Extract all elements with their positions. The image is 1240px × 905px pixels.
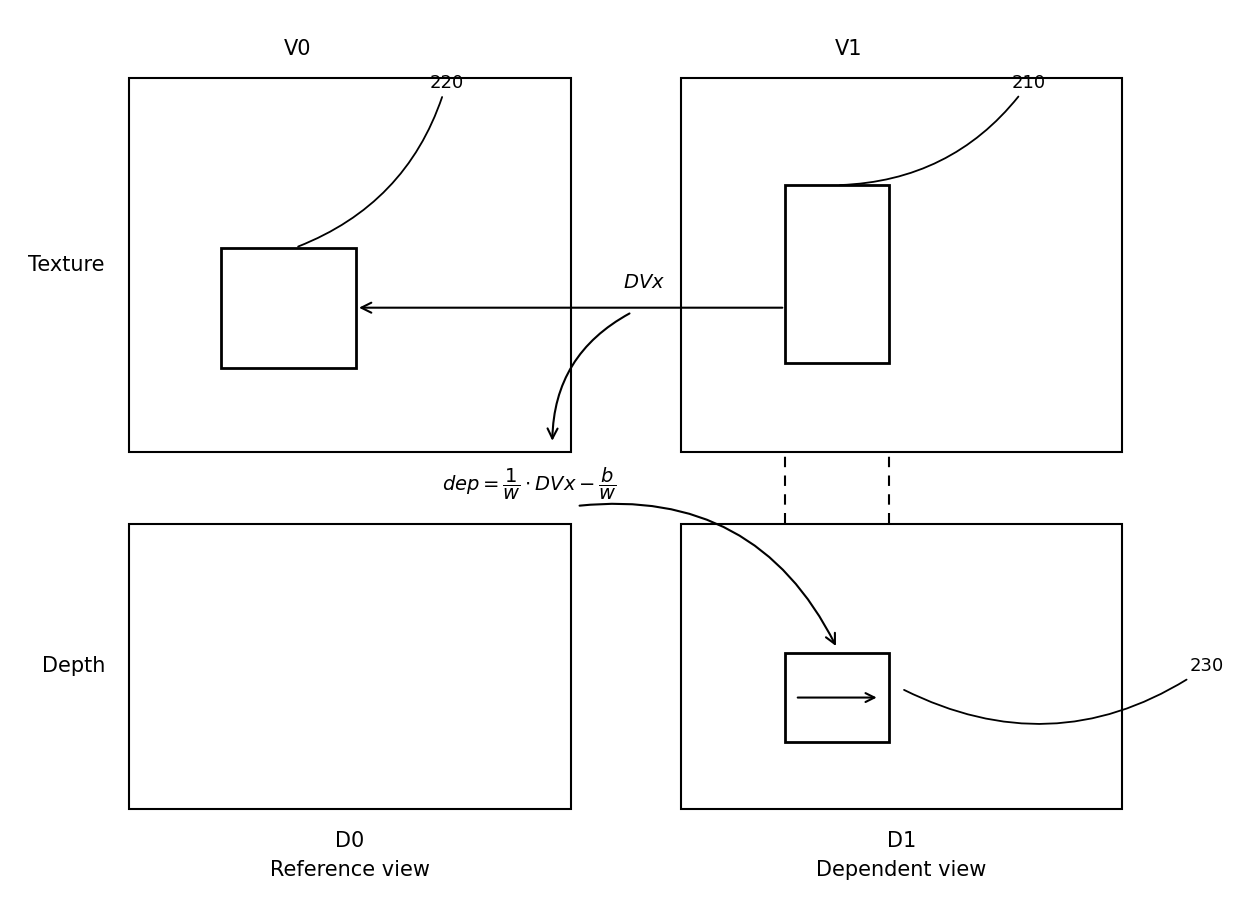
Text: Reference view: Reference view — [270, 861, 430, 881]
Text: Dependent view: Dependent view — [816, 861, 987, 881]
Bar — [785, 186, 889, 364]
Text: V0: V0 — [284, 39, 311, 59]
Bar — [681, 524, 1122, 809]
Text: D1: D1 — [887, 831, 916, 852]
Text: $DVx$: $DVx$ — [624, 272, 665, 291]
Bar — [785, 653, 889, 742]
Text: Texture: Texture — [29, 255, 105, 275]
Text: V1: V1 — [835, 39, 862, 59]
Text: Depth: Depth — [42, 656, 105, 676]
Text: $dep = \dfrac{1}{w} \cdot DVx - \dfrac{b}{w}$: $dep = \dfrac{1}{w} \cdot DVx - \dfrac{b… — [441, 466, 616, 501]
Text: D0: D0 — [336, 831, 365, 852]
Bar — [222, 248, 356, 367]
Text: 210: 210 — [839, 73, 1047, 186]
Text: 220: 220 — [298, 73, 464, 246]
Bar — [129, 78, 570, 452]
Text: 230: 230 — [904, 657, 1224, 724]
Bar — [681, 78, 1122, 452]
Bar — [129, 524, 570, 809]
